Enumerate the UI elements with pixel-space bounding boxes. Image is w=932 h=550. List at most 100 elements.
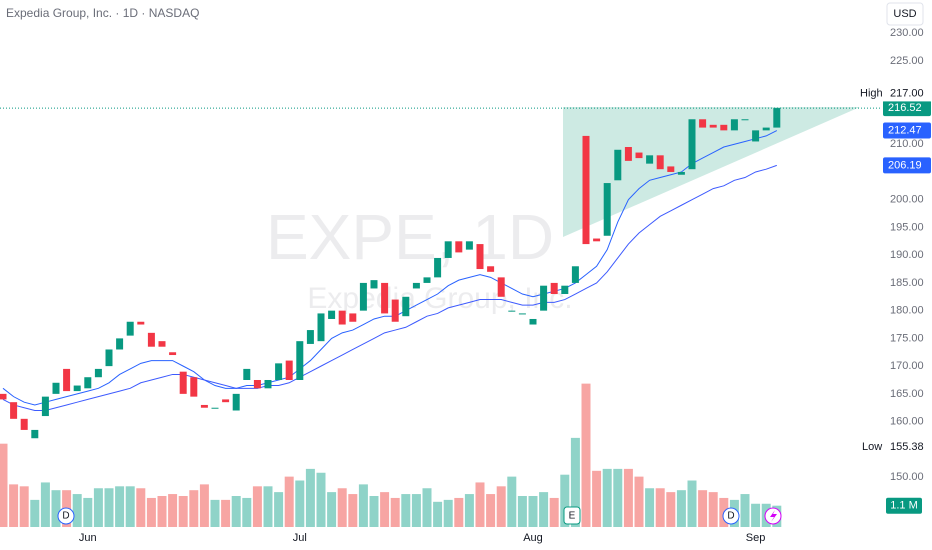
volume-bar (210, 499, 220, 527)
chart-title: Expedia Group, Inc. · 1D · NASDAQ (6, 6, 199, 20)
volume-bar (51, 490, 61, 527)
volume-bar (157, 496, 167, 527)
y-tick-label: 195.00 (890, 221, 924, 233)
moving-average (2, 130, 778, 406)
candle-body (20, 418, 28, 430)
volume-bar (539, 492, 549, 527)
volume-bar (613, 468, 623, 527)
candle-body (709, 124, 717, 128)
candle-body (391, 299, 399, 322)
candle-body (561, 285, 569, 295)
volume-bar (486, 494, 496, 527)
candle-body (306, 330, 314, 344)
volume-bar (104, 488, 114, 527)
candle-body (147, 332, 155, 347)
candle-body (593, 238, 601, 242)
volume-label: 1.1 M (890, 500, 918, 512)
volume-bar (231, 496, 241, 527)
candle-body (296, 341, 304, 380)
candle-body (275, 363, 283, 380)
y-tick-label: 150.00 (890, 471, 924, 483)
candle-body (222, 399, 230, 403)
volume-bar (401, 494, 411, 527)
event-label: D (62, 511, 69, 522)
candle-body (328, 310, 336, 319)
candle-body (720, 124, 728, 131)
currency[interactable]: USD (893, 8, 916, 20)
candle-body (667, 166, 675, 172)
candle-body (412, 282, 420, 289)
high-title: High (860, 87, 883, 99)
candle-body (116, 338, 124, 350)
low-box (855, 439, 931, 456)
candle-body (465, 241, 473, 250)
candle-body (423, 277, 431, 283)
volume-bar (115, 486, 125, 527)
triangle-pattern (563, 107, 860, 237)
candle-body (359, 282, 367, 311)
candle-body (200, 404, 208, 408)
candle-body (317, 313, 325, 342)
volume-bar (740, 494, 750, 527)
x-tick-label: Jul (293, 532, 307, 544)
volume-bar (9, 484, 19, 527)
candle-body (232, 393, 240, 411)
candle-body (253, 379, 261, 389)
y-tick-label: 230.00 (890, 27, 924, 39)
volume-bar (507, 476, 517, 527)
y-tick-label: 160.00 (890, 416, 924, 428)
volume-bar (464, 494, 474, 527)
candle-body (603, 183, 611, 236)
y-tick-label: 200.00 (890, 194, 924, 206)
candle-body (540, 285, 548, 311)
volume-bar (72, 494, 82, 527)
volume-bar (168, 494, 178, 527)
volume-bar (708, 492, 718, 527)
candle-body (476, 244, 484, 270)
candle-body (338, 310, 346, 325)
candle-body (169, 352, 177, 356)
volume-bar (263, 486, 273, 527)
candle-body (94, 368, 102, 378)
candle-body (529, 318, 537, 325)
y-tick-label: 210.00 (890, 138, 924, 150)
candle-body (190, 377, 198, 397)
candle-body (773, 108, 781, 128)
volume-bar (390, 497, 400, 527)
volume-bar (422, 488, 432, 527)
candle-body (52, 382, 60, 394)
volume-bar (369, 496, 379, 527)
x-tick-label: Aug (523, 532, 543, 544)
candle-body (571, 266, 579, 283)
volume-bar (274, 492, 284, 527)
volume-bar (83, 497, 93, 527)
candle-body (550, 282, 558, 295)
candle-body (126, 321, 134, 336)
candle-body (381, 282, 389, 314)
candle-body (497, 277, 505, 297)
candle-body (402, 296, 410, 317)
x-tick-label: Sep (746, 532, 766, 544)
volume-bar (146, 497, 156, 527)
candle-body (211, 407, 219, 409)
candle-body (84, 377, 92, 389)
currency-button[interactable] (886, 2, 924, 26)
volume-bar (189, 490, 199, 527)
candle-body (105, 349, 113, 367)
candle-body (762, 127, 770, 131)
volume-bar (337, 488, 347, 527)
x-tick-label: Jun (79, 532, 97, 544)
volume-bar (517, 496, 527, 527)
volume-bar (528, 496, 538, 527)
y-tick-label: 225.00 (890, 55, 924, 67)
volume-bar (623, 468, 633, 527)
volume-bar (549, 497, 559, 527)
event-label: E (569, 511, 576, 522)
price-label-box (883, 100, 931, 117)
candle-body (656, 155, 664, 170)
volume-bar (433, 501, 443, 527)
candle-body (487, 266, 495, 272)
candle-body (370, 280, 378, 289)
event-label: D (727, 511, 734, 522)
event-marker (563, 506, 581, 525)
